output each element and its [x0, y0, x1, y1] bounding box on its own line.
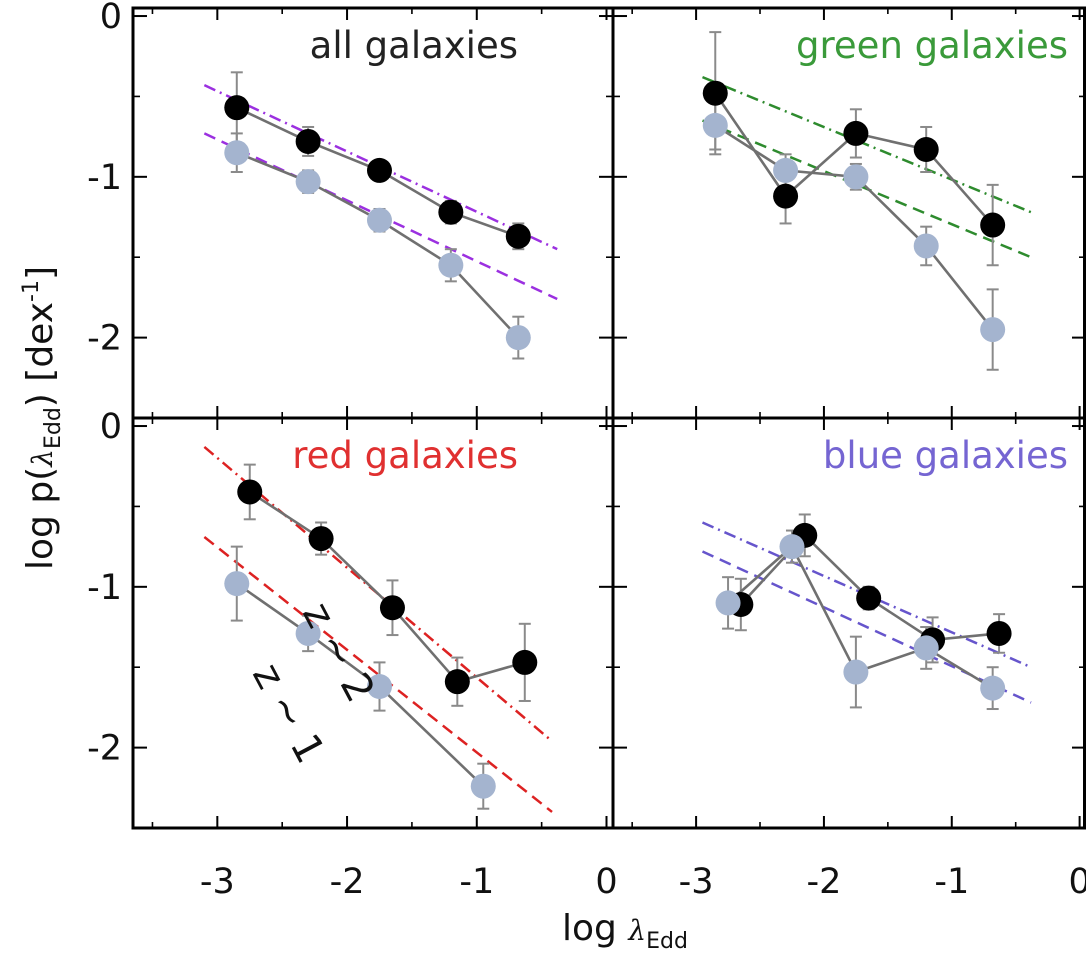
y-tick-label: -2	[87, 319, 122, 359]
y-axis-label-main: log p(	[20, 467, 61, 570]
x-tick-label: 0	[595, 862, 617, 902]
data-point-black	[913, 136, 939, 162]
series-line-black	[249, 490, 526, 684]
x-tick-label: -1	[934, 862, 969, 902]
series-line-light	[236, 582, 485, 788]
fit-line-dashed	[701, 550, 1032, 704]
series-line-black	[714, 92, 994, 226]
data-point-black	[237, 479, 263, 505]
panel-title-blue-galaxies: blue galaxies	[823, 434, 1068, 477]
data-point-light	[366, 207, 392, 233]
panel-title-green-galaxies: green galaxies	[796, 24, 1068, 67]
data-point-black	[512, 649, 538, 675]
axes-labels-layer: 0 -1 -2 -3 -2 -1 0 0 -1 -2 -3 -2 -1 0	[87, 0, 1086, 902]
data-point-black	[702, 80, 728, 106]
data-point-light	[913, 233, 939, 259]
annotation-z2: z ~ 2	[293, 595, 383, 710]
x-axis-label-lambda: λ	[627, 914, 646, 947]
data-point-light	[715, 590, 741, 616]
data-point-black	[224, 95, 250, 121]
y-tick-label: 0	[100, 407, 122, 447]
fit-line-dashed	[203, 535, 553, 813]
y-axis-label-sub: Edd	[41, 407, 66, 449]
y-axis-label: log p(λEdd) [dex-1]	[19, 266, 66, 570]
y-axis-label-end: ]	[20, 266, 61, 280]
ticks-green-galaxies	[613, 8, 1086, 418]
y-tick-label: -2	[87, 729, 122, 769]
data-point-black	[980, 212, 1006, 238]
panel-blue-galaxies: blue galaxies	[701, 434, 1068, 711]
data-point-light	[843, 164, 869, 190]
data-point-black	[379, 595, 405, 621]
ticks-red-galaxies	[133, 418, 613, 828]
panel-title-red-galaxies: red galaxies	[292, 434, 518, 477]
panel-all-galaxies: all galaxies	[203, 24, 558, 360]
y-axis-label-lambda: λ	[26, 449, 59, 468]
data-point-light	[779, 534, 805, 560]
x-tick-label: -3	[200, 862, 235, 902]
data-point-black	[308, 526, 334, 552]
data-point-light	[224, 140, 250, 166]
data-point-light	[438, 252, 464, 278]
data-point-light	[913, 635, 939, 661]
annotation-z1: z ~ 1	[243, 656, 333, 771]
frame-layer	[131, 6, 1086, 830]
fit-line-dash-dot	[702, 75, 1032, 214]
y-axis-label-sup: -1	[19, 280, 44, 302]
x-axis-label-main: log	[562, 908, 628, 949]
data-point-black	[856, 585, 882, 611]
ticks-blue-galaxies	[613, 418, 1086, 828]
x-tick-label: -1	[459, 862, 494, 902]
data-point-light	[843, 659, 869, 685]
data-point-black	[505, 223, 531, 249]
data-point-black	[295, 128, 321, 154]
x-axis-label: log λEdd	[562, 908, 688, 954]
x-tick-label: -2	[806, 862, 841, 902]
x-axis-label-sub: Edd	[646, 929, 688, 954]
data-point-black	[366, 157, 392, 183]
data-point-light	[366, 674, 392, 700]
panels-layer: all galaxies green galaxies red galaxies z …	[203, 24, 1068, 813]
data-point-light	[295, 169, 321, 195]
data-point-light	[773, 157, 799, 183]
panel-title-all-galaxies: all galaxies	[310, 24, 518, 67]
y-axis-label-close: ) [dex	[20, 302, 61, 407]
data-point-light	[505, 325, 531, 351]
data-point-light	[470, 773, 496, 799]
x-tick-label: -3	[679, 862, 714, 902]
data-point-black	[444, 669, 470, 695]
y-tick-label: 0	[100, 0, 122, 37]
panel-green-galaxies: green galaxies	[702, 24, 1068, 371]
y-tick-label: -1	[87, 568, 122, 608]
x-tick-label: -2	[330, 862, 365, 902]
data-point-black	[438, 199, 464, 225]
data-point-light	[295, 620, 321, 646]
panel-red-galaxies: red galaxies z ~ 2z ~ 1	[203, 434, 553, 813]
y-tick-label: -1	[87, 158, 122, 198]
data-point-light	[980, 675, 1006, 701]
data-point-black	[986, 620, 1012, 646]
data-point-light	[224, 571, 250, 597]
data-point-light	[980, 317, 1006, 343]
data-point-black	[843, 120, 869, 146]
data-point-black	[773, 183, 799, 209]
data-point-light	[702, 112, 728, 138]
x-tick-label: 0	[1068, 862, 1086, 902]
